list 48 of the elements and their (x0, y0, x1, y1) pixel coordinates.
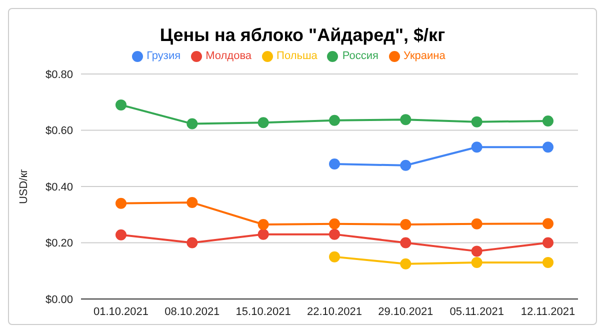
point (542, 115, 554, 126)
point (329, 114, 340, 126)
point (400, 237, 412, 248)
point (542, 256, 554, 268)
point (400, 218, 412, 230)
x-tick-label: 29.10.2021 (378, 306, 434, 318)
point (471, 116, 482, 128)
point (542, 237, 554, 248)
x-tick-label: 01.10.2021 (93, 306, 149, 318)
chart-title: Цены на яблоко "Айдаред", $/кг (158, 25, 446, 46)
x-tick-label: 08.10.2021 (164, 306, 220, 318)
y-tick-label: $0.60 (45, 125, 73, 138)
point (258, 228, 269, 240)
point (542, 218, 554, 230)
point (116, 198, 126, 209)
point (542, 142, 554, 153)
y-tick-label: $0.20 (45, 238, 73, 250)
legend-label: Украина (404, 50, 446, 62)
x-tick-label: 15.10.2021 (236, 306, 291, 318)
point (186, 197, 198, 208)
y-axis-title: USD/кг (18, 168, 30, 204)
point (329, 158, 340, 170)
point (116, 229, 126, 240)
point (471, 218, 482, 230)
x-tick-label: 05.11.2021 (450, 306, 504, 318)
point (471, 256, 482, 268)
point (400, 258, 412, 270)
point (400, 114, 412, 126)
point (400, 160, 412, 171)
legend-label: Россия (342, 50, 378, 62)
point (186, 118, 198, 130)
legend-label: Польша (276, 50, 318, 62)
x-tick-label: 12.11.2021 (520, 306, 576, 318)
point (329, 251, 340, 262)
point (258, 218, 269, 230)
point (116, 99, 126, 110)
legend-label: Грузия (146, 50, 181, 62)
y-tick-label: $0.00 (45, 294, 73, 306)
point (471, 246, 482, 257)
x-tick-label: 22.10.2021 (306, 306, 362, 318)
legend-label: Молдова (206, 50, 252, 62)
point (186, 237, 198, 248)
y-tick-label: $0.40 (45, 181, 73, 194)
point (258, 117, 269, 128)
point (471, 142, 482, 153)
point (329, 228, 340, 240)
y-tick-label: $0.80 (45, 68, 73, 81)
point (329, 218, 340, 230)
